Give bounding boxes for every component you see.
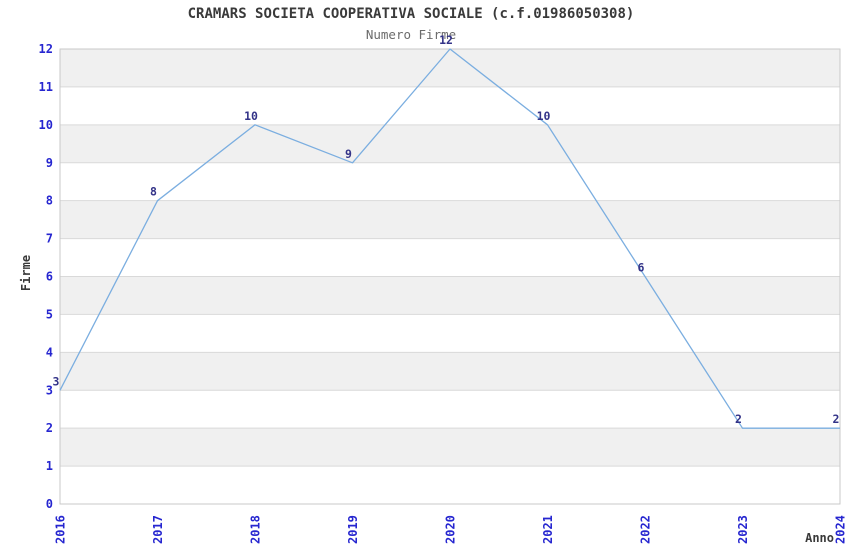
data-label: 3 (53, 374, 60, 388)
data-label: 2 (833, 412, 840, 426)
data-label: 2 (735, 412, 742, 426)
plot-band (60, 352, 840, 391)
data-label: 10 (537, 109, 551, 123)
data-line (59, 48, 840, 429)
y-tick-label: 2 (46, 421, 53, 435)
plot-band (60, 200, 840, 239)
x-tick-label: 2019 (346, 515, 360, 544)
x-tick-label: 2021 (541, 515, 555, 544)
data-label: 8 (150, 185, 157, 199)
x-tick-label: 2022 (639, 515, 653, 544)
y-tick-label: 0 (46, 497, 53, 511)
plot-band (60, 428, 840, 467)
y-tick-label: 8 (46, 194, 53, 208)
x-tick-label: 2016 (54, 515, 68, 544)
chart-subtitle: Numero Firme (365, 27, 457, 42)
x-tick-label: 2023 (736, 515, 750, 544)
y-tick-label: 12 (39, 42, 53, 56)
plot-band (60, 276, 840, 315)
y-tick-label: 6 (46, 270, 53, 284)
y-tick-label: 5 (46, 307, 53, 321)
data-label: 6 (638, 261, 645, 275)
data-label: 12 (439, 33, 453, 47)
y-tick-label: 11 (39, 80, 53, 94)
data-label: 10 (244, 109, 258, 123)
x-tick-label: 2024 (834, 515, 848, 544)
x-tick-label: 2020 (444, 515, 458, 544)
y-axis-title: Firme (19, 255, 33, 291)
chart-title: CRAMARS SOCIETA COOPERATIVA SOCIALE (c.f… (187, 6, 635, 22)
y-tick-label: 4 (46, 345, 53, 359)
plot-band (60, 49, 840, 87)
data-label: 9 (345, 147, 352, 161)
plot-band (60, 124, 840, 163)
y-tick-label: 1 (46, 459, 53, 473)
x-tick-label: 2017 (151, 515, 165, 544)
y-tick-label: 7 (46, 232, 53, 246)
y-tick-label: 3 (46, 383, 53, 397)
y-tick-label: 9 (46, 156, 53, 170)
y-tick-label: 10 (39, 118, 53, 132)
x-axis-title: Anno (805, 531, 834, 545)
x-tick-label: 2018 (249, 515, 263, 544)
